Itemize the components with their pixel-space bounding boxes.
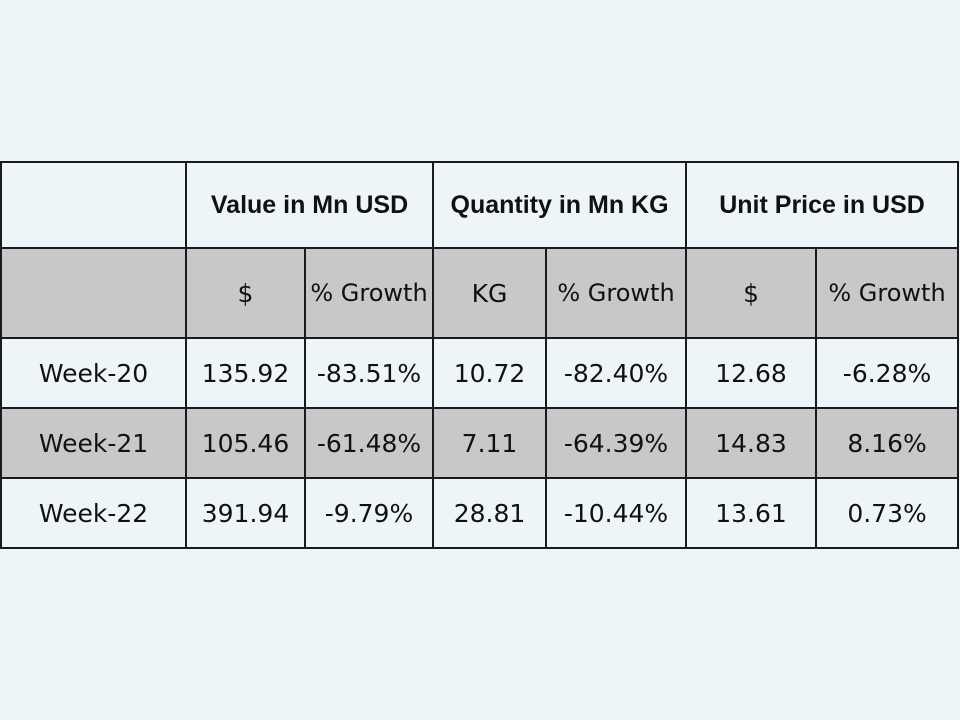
table-cell: 10.72	[432, 337, 548, 409]
table-cell: -61.48%	[303, 407, 435, 479]
table-cell: 7.11	[432, 407, 548, 479]
sub-header-quantity-kg: KG	[432, 247, 548, 339]
unit-price-group-header: Unit Price in USD	[685, 161, 960, 249]
table-cell: -83.51%	[303, 337, 435, 409]
table-row: Week-20 135.92 -83.51% 10.72 -82.40% 12.…	[0, 337, 960, 409]
sub-header-value-usd: $	[185, 247, 306, 339]
table-cell: -82.40%	[545, 337, 688, 409]
table-cell: 105.46	[185, 407, 306, 479]
sub-header-price-growth: % Growth	[815, 247, 960, 339]
row-label: Week-22	[0, 477, 187, 549]
data-table: Value in Mn USD Quantity in Mn KG Unit P…	[0, 161, 960, 549]
table-row: Week-21 105.46 -61.48% 7.11 -64.39% 14.8…	[0, 407, 960, 479]
table-cell: 28.81	[432, 477, 548, 549]
table-row: Week-22 391.94 -9.79% 28.81 -10.44% 13.6…	[0, 477, 960, 549]
table-cell: 14.83	[685, 407, 818, 479]
sub-header-value-growth: % Growth	[303, 247, 435, 339]
table-cell: 12.68	[685, 337, 818, 409]
table-cell: -64.39%	[545, 407, 688, 479]
table-cell: -9.79%	[303, 477, 435, 549]
table-cell: 8.16%	[815, 407, 960, 479]
value-group-header: Value in Mn USD	[184, 161, 435, 249]
table-cell: 135.92	[185, 337, 306, 409]
group-header-row: Value in Mn USD Quantity in Mn KG Unit P…	[0, 161, 960, 249]
table-cell: 0.73%	[815, 477, 960, 549]
table-cell: -10.44%	[545, 477, 688, 549]
table-cell: 13.61	[685, 477, 818, 549]
sub-header-row: $ % Growth KG % Growth $ % Growth	[0, 247, 960, 339]
table-cell: -6.28%	[815, 337, 960, 409]
corner-cell	[0, 161, 187, 249]
sub-header-price-usd: $	[685, 247, 818, 339]
sub-header-quantity-growth: % Growth	[545, 247, 688, 339]
table-cell: 391.94	[185, 477, 306, 549]
row-label: Week-21	[0, 407, 187, 479]
row-label: Week-20	[0, 337, 187, 409]
quantity-group-header: Quantity in Mn KG	[432, 161, 688, 249]
sub-header-corner	[0, 247, 187, 339]
